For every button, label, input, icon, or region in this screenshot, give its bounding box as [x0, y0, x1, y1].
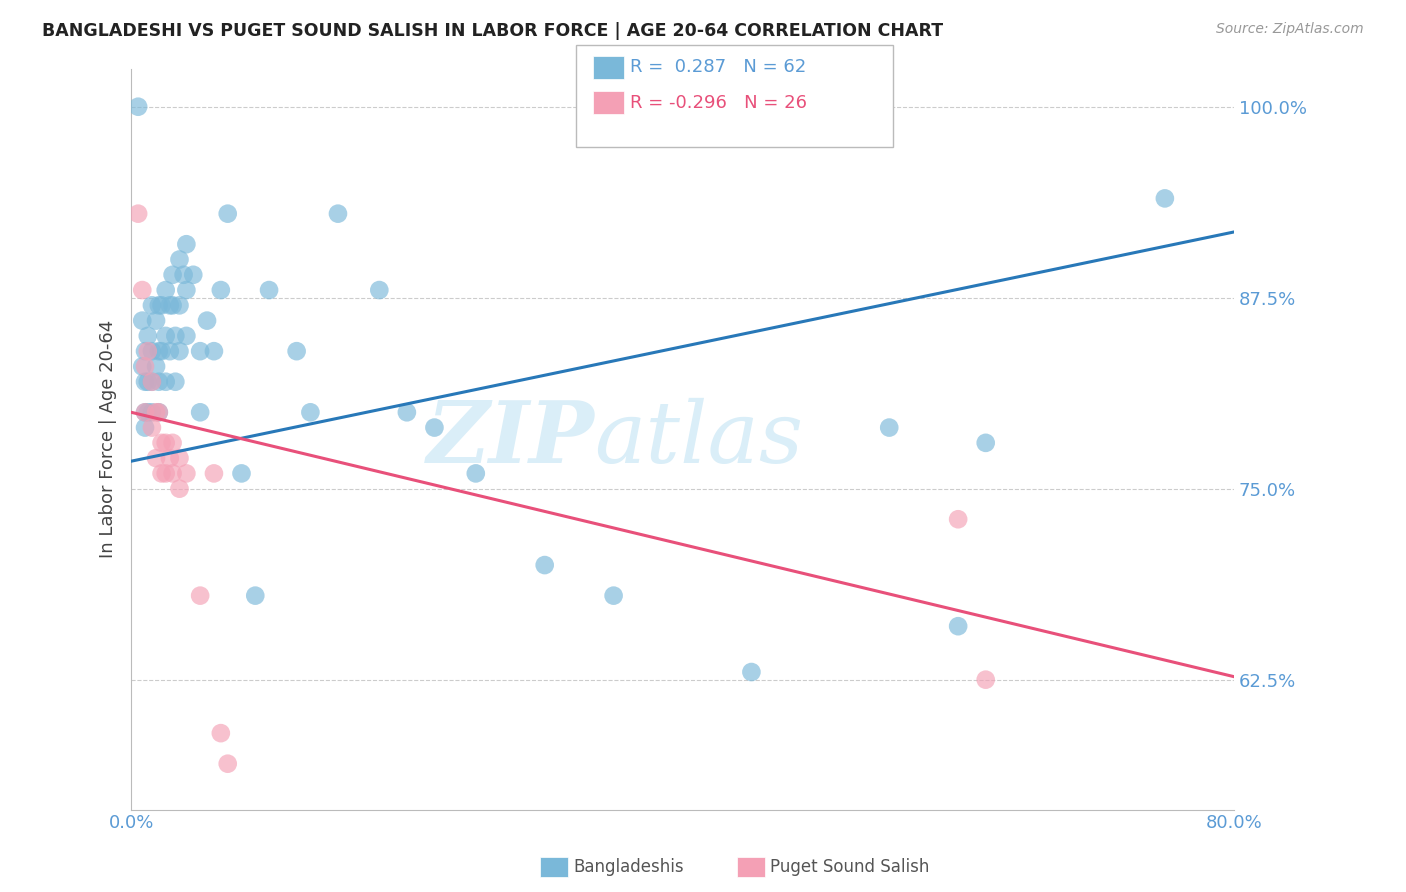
Point [141, 420, 163, 434]
Point [202, 467, 225, 481]
Point [176, 283, 198, 297]
Point [169, 252, 191, 267]
Point [231, 467, 253, 481]
Point [169, 451, 191, 466]
Point [134, 344, 156, 359]
Point [131, 313, 153, 327]
Point [974, 673, 997, 687]
Point [127, 207, 149, 221]
Point [150, 344, 173, 359]
Text: R = -0.296   N = 26: R = -0.296 N = 26 [630, 94, 807, 112]
Point [209, 283, 232, 297]
Point [245, 589, 267, 603]
Point [162, 268, 184, 282]
Point [150, 298, 173, 312]
Point [217, 756, 239, 771]
Text: Puget Sound Salish: Puget Sound Salish [770, 858, 929, 876]
Point [155, 329, 177, 343]
Point [740, 665, 762, 679]
Point [877, 420, 900, 434]
Point [946, 512, 969, 526]
Point [176, 329, 198, 343]
Point [169, 298, 191, 312]
Point [176, 237, 198, 252]
Text: atlas: atlas [595, 398, 803, 481]
Point [155, 435, 177, 450]
Point [159, 344, 181, 359]
Point [162, 298, 184, 312]
Point [285, 344, 308, 359]
Point [173, 268, 195, 282]
Point [141, 344, 163, 359]
Point [423, 420, 446, 434]
Point [134, 359, 156, 374]
Point [202, 344, 225, 359]
Text: Bangladeshis: Bangladeshis [574, 858, 685, 876]
Point [150, 467, 173, 481]
Point [188, 589, 211, 603]
Text: R =  0.287   N = 62: R = 0.287 N = 62 [630, 58, 806, 76]
Point [155, 467, 177, 481]
Point [169, 482, 191, 496]
Point [150, 435, 173, 450]
Point [176, 467, 198, 481]
Point [136, 344, 159, 359]
Point [169, 344, 191, 359]
Point [368, 283, 391, 297]
Point [188, 344, 211, 359]
Point [155, 283, 177, 297]
Point [127, 100, 149, 114]
Point [145, 313, 167, 327]
Point [131, 359, 153, 374]
Point [131, 283, 153, 297]
Point [395, 405, 418, 419]
Point [188, 405, 211, 419]
Point [141, 405, 163, 419]
Point [1153, 191, 1175, 205]
Point [148, 344, 170, 359]
Point [148, 405, 170, 419]
Point [141, 375, 163, 389]
Point [134, 375, 156, 389]
Point [141, 375, 163, 389]
Point [136, 329, 159, 343]
Point [145, 451, 167, 466]
Point [148, 405, 170, 419]
Point [181, 268, 204, 282]
Point [946, 619, 969, 633]
Point [134, 420, 156, 434]
Point [134, 405, 156, 419]
Point [148, 375, 170, 389]
Point [217, 207, 239, 221]
Point [974, 435, 997, 450]
Point [533, 558, 555, 572]
Point [134, 405, 156, 419]
Y-axis label: In Labor Force | Age 20-64: In Labor Force | Age 20-64 [100, 320, 117, 558]
Point [209, 726, 232, 740]
Point [159, 298, 181, 312]
Point [464, 467, 486, 481]
Point [165, 375, 187, 389]
Text: BANGLADESHI VS PUGET SOUND SALISH IN LABOR FORCE | AGE 20-64 CORRELATION CHART: BANGLADESHI VS PUGET SOUND SALISH IN LAB… [42, 22, 943, 40]
Point [136, 375, 159, 389]
Point [326, 207, 349, 221]
Point [165, 329, 187, 343]
Text: Source: ZipAtlas.com: Source: ZipAtlas.com [1216, 22, 1364, 37]
Point [162, 435, 184, 450]
Point [162, 467, 184, 481]
Text: ZIP: ZIP [426, 397, 595, 481]
Point [299, 405, 322, 419]
Point [148, 298, 170, 312]
Point [602, 589, 624, 603]
Point [257, 283, 280, 297]
Point [155, 375, 177, 389]
Point [136, 405, 159, 419]
Point [195, 313, 218, 327]
Point [141, 298, 163, 312]
Point [145, 405, 167, 419]
Point [145, 359, 167, 374]
Point [159, 451, 181, 466]
